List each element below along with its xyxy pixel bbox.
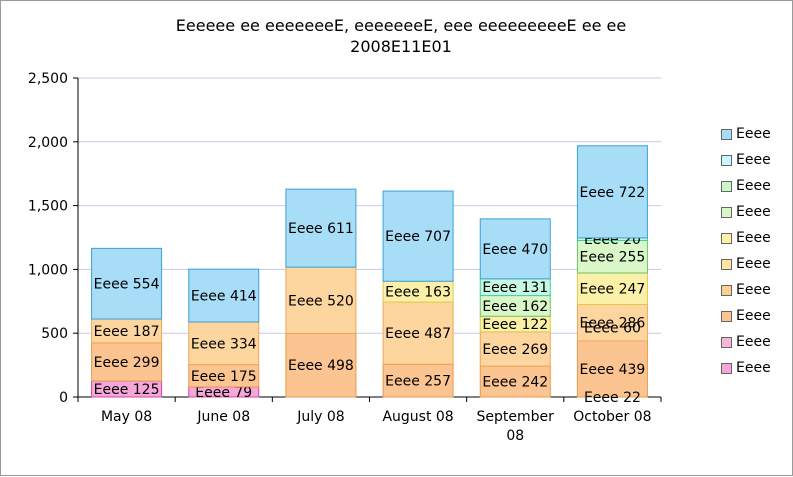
legend-swatch <box>721 154 732 166</box>
x-tick-label: October 08 <box>573 409 651 425</box>
legend-swatch <box>721 232 732 244</box>
data-label: Eeee 163 <box>385 285 451 301</box>
data-label: Eeee 334 <box>191 336 257 352</box>
data-label: Eeee 611 <box>288 221 354 237</box>
data-label: Eeee 122 <box>482 317 548 333</box>
bar-segment <box>188 268 260 323</box>
y-tick-label: 2,500 <box>28 71 68 87</box>
data-label: Eeee 257 <box>385 374 451 390</box>
legend-swatch <box>721 206 732 218</box>
legend-item: Eeee <box>721 173 793 199</box>
legend-label: Eeee <box>736 126 771 142</box>
legend-swatch <box>721 336 732 348</box>
bar-segment <box>576 272 648 305</box>
data-label: Eeee 79 <box>195 385 252 401</box>
bar-segment <box>382 190 454 282</box>
legend-swatch <box>721 310 732 322</box>
legend-swatch <box>721 180 732 192</box>
data-label: Eeee 269 <box>482 342 548 358</box>
data-label: Eeee 131 <box>482 280 548 296</box>
x-tick-label: July 08 <box>296 409 344 425</box>
chart-title: Eeeeee ee eeeeeeeE, eeeeeeeE, eee eeeeee… <box>1 15 793 57</box>
data-label: Eeee 255 <box>579 250 645 266</box>
data-label: Eeee 299 <box>94 355 160 371</box>
y-tick-label: 0 <box>59 390 68 406</box>
y-tick-label: 1,500 <box>28 199 68 215</box>
legend-label: Eeee <box>736 204 771 220</box>
data-label: Eeee 187 <box>94 324 160 340</box>
legend-label: Eeee <box>736 256 771 272</box>
data-label: Eeee 498 <box>288 358 354 374</box>
data-label: Eeee 439 <box>579 362 645 378</box>
legend-item: Eeee <box>721 277 793 303</box>
data-label: Eeee 487 <box>385 326 451 342</box>
x-tick-label: June 08 <box>196 409 250 425</box>
x-tick-label: September <box>477 409 555 425</box>
x-tick-label: August 08 <box>382 409 453 425</box>
bar-segment <box>285 332 357 398</box>
legend-label: Eeee <box>736 152 771 168</box>
legend-item: Eeee <box>721 199 793 225</box>
data-label: Eeee 22 <box>584 390 641 406</box>
y-tick-label: 2,000 <box>28 135 68 151</box>
bar-segment <box>91 247 163 320</box>
y-tick-label: 500 <box>41 326 68 342</box>
legend-item: Eeee <box>721 225 793 251</box>
legend-label: Eeee <box>736 230 771 246</box>
bar-segment <box>382 301 454 365</box>
data-label: Eeee 707 <box>385 229 451 245</box>
y-tick-label: 1,000 <box>28 262 68 278</box>
bar-segment <box>479 331 551 367</box>
data-label: Eeee 286 <box>579 316 645 332</box>
legend-label: Eeee <box>736 360 771 376</box>
bar-segment <box>479 218 551 280</box>
chart-title-line-2: 2008E11E01 <box>350 37 452 56</box>
chart-legend: Eeee Eeee Eeee Eeee Eeee Eeee Eeee Eeee Eeee Eeee <box>721 121 793 381</box>
legend-item: Eeee <box>721 329 793 355</box>
data-label: Eeee 722 <box>579 185 645 201</box>
data-label: Eeee 414 <box>191 289 257 305</box>
data-label: Eeee 162 <box>482 299 548 315</box>
legend-label: Eeee <box>736 308 771 324</box>
bar-segment <box>285 266 357 334</box>
legend-label: Eeee <box>736 334 771 350</box>
legend-label: Eeee <box>736 178 771 194</box>
legend-swatch <box>721 258 732 270</box>
bar-segment <box>188 321 260 366</box>
chart-title-line-1: Eeeeee ee eeeeeeeE, eeeeeeeE, eee eeeeee… <box>175 16 627 35</box>
data-label: Eeee 125 <box>94 382 160 398</box>
bar-segment <box>285 188 357 268</box>
data-label: Eeee 520 <box>288 293 354 309</box>
data-label: Eeee 175 <box>191 369 257 385</box>
legend-item: Eeee <box>721 121 793 147</box>
data-label: Eeee 60 <box>584 320 641 336</box>
data-label: Eeee 247 <box>579 282 645 298</box>
legend-item: Eeee <box>721 355 793 381</box>
data-label: Eeee 470 <box>482 242 548 258</box>
data-label: Eeee 554 <box>94 277 160 293</box>
bar-segment <box>576 145 648 239</box>
legend-swatch <box>721 362 732 374</box>
bar-segment <box>576 303 648 342</box>
data-label: Eeee 242 <box>482 375 548 391</box>
legend-swatch <box>721 128 732 140</box>
legend-item: Eeee <box>721 147 793 173</box>
legend-swatch <box>721 284 732 296</box>
bar-segment <box>479 365 551 398</box>
legend-label: Eeee <box>736 282 771 298</box>
legend-item: Eeee <box>721 303 793 329</box>
legend-item: Eeee <box>721 251 793 277</box>
bar-segment <box>382 363 454 398</box>
x-tick-label: May 08 <box>101 409 152 425</box>
x-tick-label: 08 <box>506 428 524 444</box>
bar-segment <box>576 340 648 398</box>
